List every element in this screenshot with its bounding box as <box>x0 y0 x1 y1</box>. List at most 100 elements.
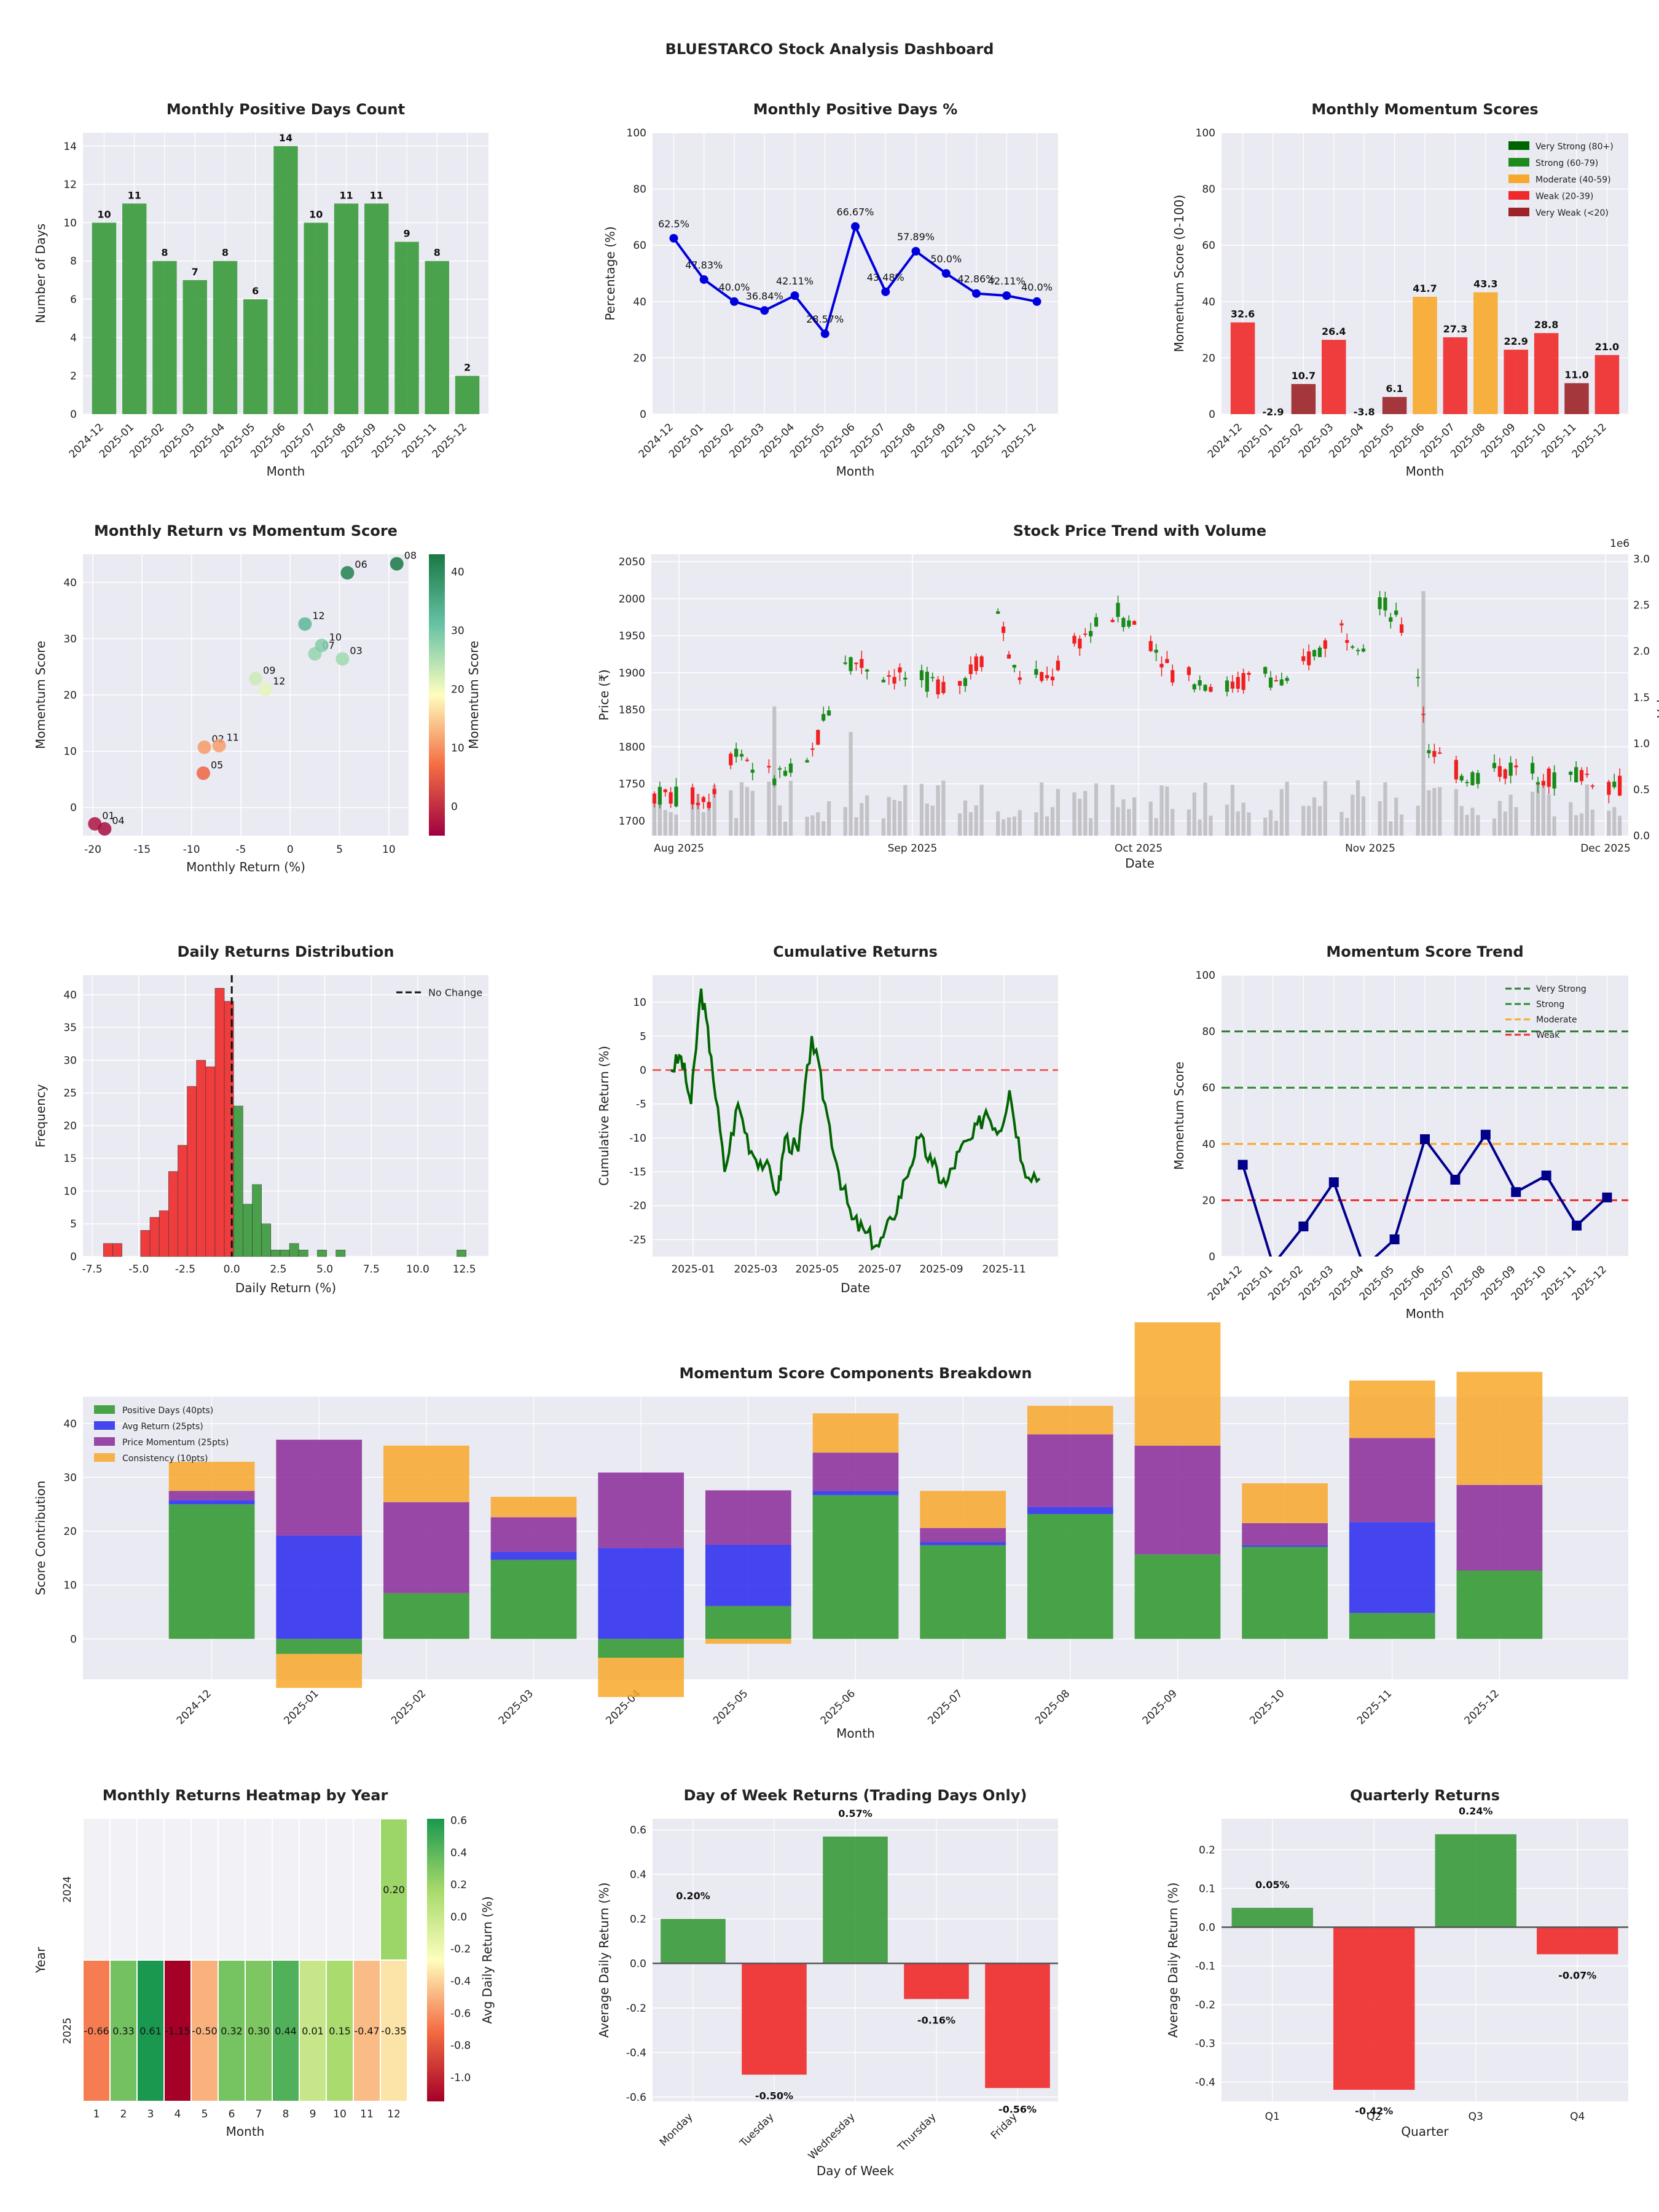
candle-body <box>1154 649 1158 653</box>
data-point <box>1420 1134 1430 1145</box>
price-trend-volume-chart: Stock Price Trend with Volume Date Price (… <box>597 522 1659 871</box>
chart-title: Quarterly Returns <box>1350 1787 1500 1804</box>
bar-value-label: 11 <box>339 189 353 201</box>
x-tick-label: -10 <box>183 844 200 856</box>
candle-body <box>1389 617 1393 622</box>
y-tick-label: 8 <box>70 256 77 268</box>
bar-value-label: -0.50% <box>755 2090 793 2102</box>
volume-bar <box>919 783 924 836</box>
x-tick-label: 2 <box>120 2108 127 2120</box>
candle-body <box>1535 782 1540 785</box>
volume-bar <box>788 780 793 836</box>
y-tick-label: 60 <box>1202 240 1215 252</box>
candle-body <box>1547 768 1551 787</box>
volume-bar <box>1383 782 1387 836</box>
volume-bar <box>778 805 782 836</box>
data-point <box>881 287 890 296</box>
candle-body <box>963 678 968 686</box>
candle-body <box>1247 673 1251 675</box>
bar <box>1291 383 1316 414</box>
scatter-point <box>196 766 210 780</box>
stacked-segment <box>276 1653 363 1688</box>
x-tick-label: Wednesday <box>806 2111 858 2162</box>
heatmap-cell <box>218 1959 246 2102</box>
chart-title: Monthly Return vs Momentum Score <box>94 522 398 539</box>
candle-body <box>1301 656 1306 661</box>
y-tick-label: 0 <box>1209 1251 1215 1263</box>
legend-swatch <box>1508 191 1529 200</box>
volume-bar <box>1547 794 1551 836</box>
stacked-segment <box>812 1495 899 1639</box>
candle-body <box>1165 659 1169 664</box>
x-axis-label: Month <box>267 464 305 479</box>
bar-value-label: 11 <box>128 189 141 201</box>
volume-bar <box>1050 807 1055 836</box>
volume-bar <box>783 822 788 836</box>
volume-bar <box>712 785 716 836</box>
bar-value-label: -0.42% <box>1355 2105 1393 2117</box>
candle-body <box>778 768 782 770</box>
scatter-point <box>259 682 273 696</box>
x-tick-label: -7.5 <box>82 1263 103 1276</box>
point-label: 12 <box>312 610 324 622</box>
candle-body <box>1454 759 1458 780</box>
candle-body <box>1574 767 1579 783</box>
bar <box>1504 350 1528 414</box>
bar <box>1443 337 1468 414</box>
monthly-returns-heatmap: Monthly Returns Heatmap by Year Month Year… <box>33 1787 495 2139</box>
candle-body <box>1072 635 1077 644</box>
candle-body <box>1171 670 1175 683</box>
stacked-segment <box>168 1504 255 1639</box>
stacked-segment <box>168 1500 255 1505</box>
stacked-segment <box>1134 1322 1221 1446</box>
cell-value-label: -0.35 <box>381 2025 406 2037</box>
candle-body <box>1508 763 1513 776</box>
volume-bar <box>1018 810 1022 836</box>
y-tick-label: 0.6 <box>630 1824 646 1837</box>
bar-value-label: 0.57% <box>838 1808 873 1819</box>
candle-body <box>1241 673 1245 690</box>
volume-bar <box>1012 816 1016 836</box>
candle-body <box>1236 677 1240 689</box>
candle-body <box>979 656 984 667</box>
bar <box>1473 292 1498 414</box>
x-axis-label: Date <box>1125 856 1155 871</box>
point-label: 04 <box>112 815 124 826</box>
point-label: 08 <box>404 550 417 562</box>
y-tick-label: -0.4 <box>626 2047 646 2059</box>
bar-value-label: 0.24% <box>1459 1805 1493 1817</box>
bar-value-label: 7 <box>192 266 198 278</box>
cell-value-label: 0.33 <box>112 2025 135 2037</box>
candle-body <box>1186 667 1191 675</box>
x-tick-label: 5 <box>202 2108 208 2120</box>
volume-bar <box>657 801 662 836</box>
candle-body <box>1285 678 1289 681</box>
bar-value-label: -2.9 <box>1262 406 1284 418</box>
day-of-week-returns-chart: Day of Week Returns (Trading Days Only) D… <box>597 1787 1058 2178</box>
stacked-segment <box>1242 1545 1328 1547</box>
y-axis-label: Momentum Score <box>33 641 48 749</box>
stacked-segment <box>1456 1371 1543 1485</box>
x-axis-label: Month <box>836 1726 875 1741</box>
colorbar-tick-label: 10 <box>451 742 465 755</box>
volume-bar <box>1361 796 1366 836</box>
volume-bar <box>1476 815 1480 836</box>
stacked-segment <box>490 1517 577 1552</box>
stacked-segment <box>812 1453 899 1491</box>
x-tick-label: 0.0 <box>224 1263 240 1276</box>
histogram-bin <box>261 1223 272 1257</box>
data-point <box>1511 1187 1521 1198</box>
volume-bar <box>1416 806 1420 836</box>
candle-body <box>1040 672 1044 681</box>
volume-bar <box>974 805 978 836</box>
x-axis-label: Quarter <box>1401 2124 1449 2139</box>
x-tick-label: 4 <box>175 2108 181 2120</box>
y-tick-label: 20 <box>63 689 77 702</box>
candle-body <box>1421 713 1426 715</box>
volume-bar <box>968 812 973 836</box>
stacked-segment <box>276 1639 363 1654</box>
chart-title: Momentum Score Trend <box>1326 943 1523 960</box>
candle-body <box>1116 603 1120 617</box>
volume-bar <box>1355 780 1360 836</box>
cell-value-label: 0.61 <box>139 2025 162 2037</box>
